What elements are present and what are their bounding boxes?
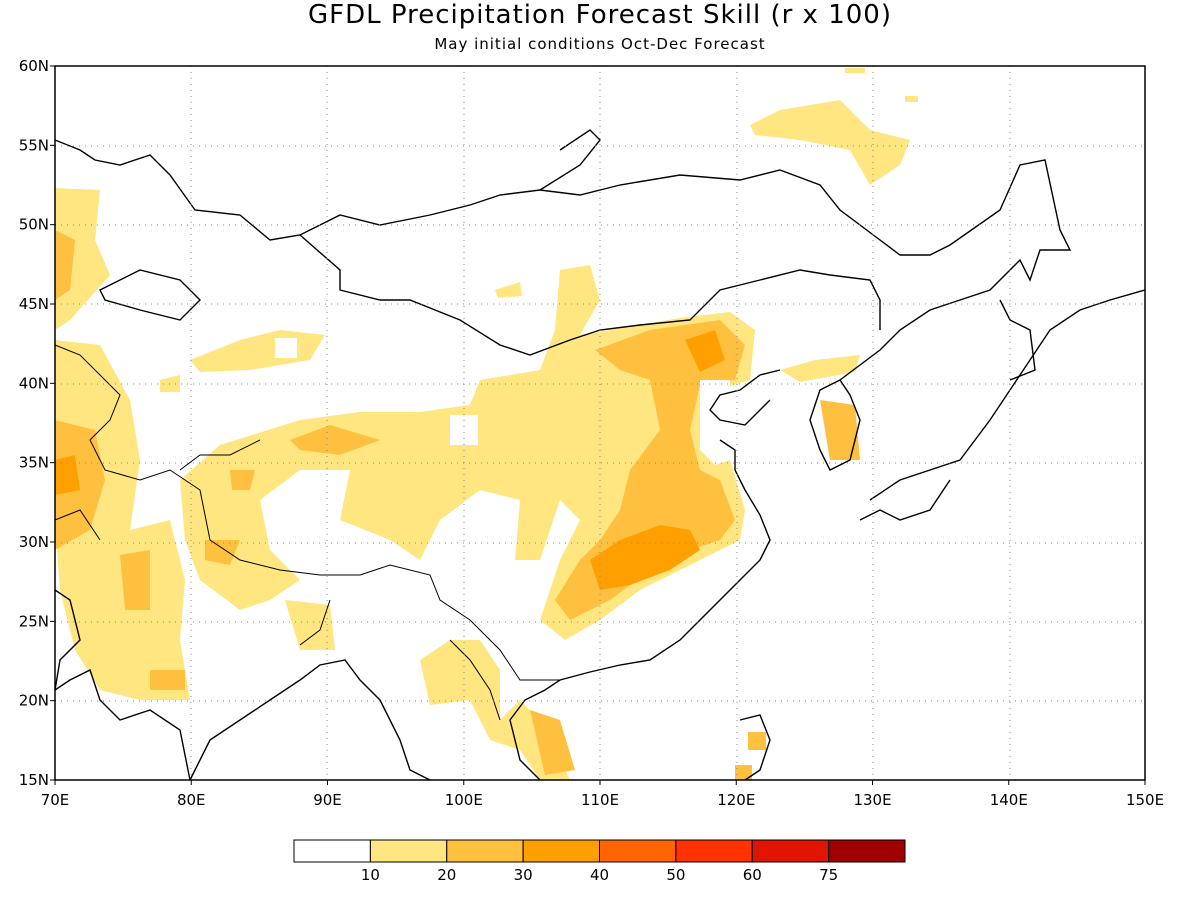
grid-lines — [55, 66, 1145, 780]
lat-tick-label: 60N — [19, 57, 49, 75]
colorbar-swatch — [369, 839, 448, 863]
colorbar-swatch — [675, 839, 753, 863]
lon-tick-label: 120E — [717, 791, 755, 809]
lon-tick-label: 80E — [177, 791, 206, 809]
lon-tick-label: 110E — [581, 791, 619, 809]
colorbar-label: 40 — [590, 866, 609, 884]
lon-tick-label: 130E — [853, 791, 891, 809]
lon-tick-label: 150E — [1126, 791, 1164, 809]
skill-contours — [55, 68, 918, 780]
lat-tick-label: 55N — [19, 136, 49, 154]
chart-title: GFDL Precipitation Forecast Skill (r x 1… — [308, 0, 892, 30]
lat-tick-label: 30N — [19, 533, 49, 551]
colorbar-swatch — [293, 839, 371, 863]
colorbar-label: 20 — [437, 866, 456, 884]
lat-tick-label: 15N — [19, 771, 49, 789]
colorbar-swatch — [751, 839, 830, 863]
colorbar-swatch — [828, 839, 906, 863]
lat-tick-label: 50N — [19, 216, 49, 234]
colorbar-label: 50 — [666, 866, 685, 884]
colorbar-label: 30 — [514, 866, 533, 884]
masked-cells — [275, 338, 732, 445]
lon-axis: 70E 80E 90E 100E 110E 120E 130E 140E 150E — [41, 780, 1164, 809]
colorbar-swatch — [599, 839, 677, 863]
colorbar-swatch — [446, 839, 524, 863]
lon-tick-label: 90E — [313, 791, 342, 809]
colorbar-swatch — [522, 839, 600, 863]
lat-tick-label: 25N — [19, 612, 49, 630]
colorbar: 10 20 30 40 50 60 75 — [293, 839, 906, 884]
lat-tick-label: 20N — [19, 692, 49, 710]
chart-subtitle: May initial conditions Oct-Dec Forecast — [434, 35, 766, 53]
lon-tick-label: 100E — [445, 791, 483, 809]
lat-axis: 15N 20N 25N 30N 35N 40N 45N 50N 55N 60N — [19, 57, 55, 789]
colorbar-label: 75 — [819, 866, 838, 884]
lon-tick-label: 140E — [990, 791, 1028, 809]
lat-tick-label: 45N — [19, 295, 49, 313]
borders — [54, 344, 560, 721]
lat-tick-label: 40N — [19, 374, 49, 392]
colorbar-label: 10 — [361, 866, 380, 884]
colorbar-label: 60 — [743, 866, 762, 884]
lon-tick-label: 70E — [41, 791, 70, 809]
skill-30-40 — [55, 330, 725, 590]
lat-tick-label: 35N — [19, 454, 49, 472]
